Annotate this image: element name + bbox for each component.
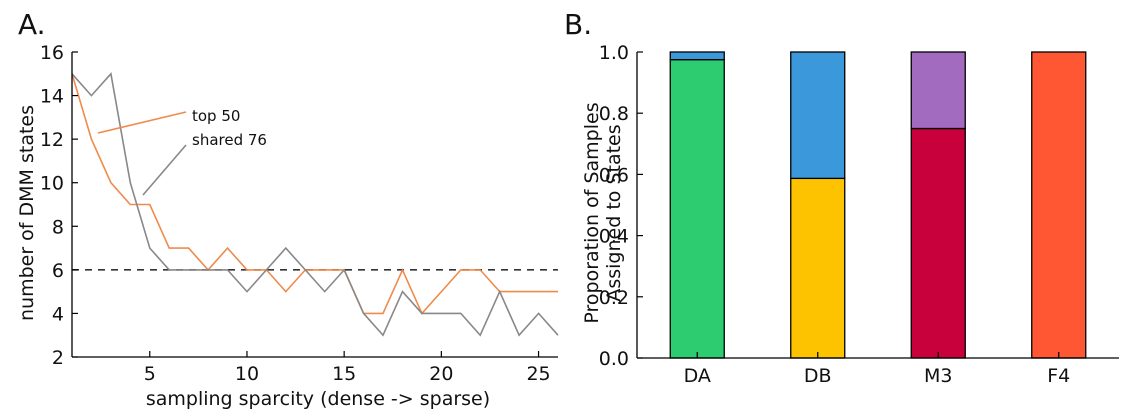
y-tick-label: 1.0: [599, 42, 629, 64]
y-tick-label: 14: [40, 86, 64, 108]
annotation-leader-line: [142, 144, 187, 196]
category-label-F4: F4: [1047, 365, 1070, 387]
panel-b-y-axis-label-line-1: Proporation of Samples: [581, 102, 603, 323]
y-tick-label: 0.8: [599, 103, 629, 125]
y-tick-label: 0.2: [599, 287, 629, 309]
x-tick-label: 15: [332, 363, 356, 385]
annotation-label-shared-76: shared 76: [192, 131, 267, 149]
category-label-DA: DA: [684, 365, 711, 387]
y-tick-label: 6: [52, 260, 64, 282]
bar-segment-F4-0: [1031, 51, 1087, 359]
y-tick-label: 4: [52, 303, 64, 325]
panel-a-series-layer: [71, 72, 559, 337]
panel-b-axes: [636, 52, 1119, 359]
y-tick-label: 0.4: [599, 226, 629, 248]
y-tick-label: 2: [52, 347, 64, 369]
panel-a: A. 2 4 6 8 10 12 14 16 5 10 15 20 25 top 50 shared 76…: [16, 8, 559, 410]
y-tick-label: 8: [52, 216, 64, 238]
category-label-M3: M3: [924, 365, 952, 387]
series-line-top-50: [71, 73, 558, 315]
panel-a-ticks: 2 4 6 8 10 12 14 16 5 10 15 20 25: [40, 42, 551, 385]
category-label-DB: DB: [804, 365, 832, 387]
y-tick-label: 0.6: [599, 164, 629, 186]
series-line-shared-76: [71, 72, 559, 337]
y-tick-label: 12: [40, 129, 64, 151]
panel-a-axes: [71, 52, 558, 358]
bar-segment-DA-1: [669, 51, 725, 61]
annotation-leader-line: [97, 111, 187, 134]
panel-b-label: B.: [564, 8, 592, 41]
panel-a-x-axis-label: sampling sparcity (dense -> sparse): [146, 388, 490, 410]
panel-b-bars: [669, 51, 1087, 359]
panel-b-y-axis-label: Proporation of Samples Assigned to State…: [581, 102, 625, 323]
bar-segment-DA-0: [669, 59, 725, 359]
x-tick-label: 25: [526, 363, 550, 385]
bar-segment-M3-0: [910, 127, 966, 359]
panel-b-y-axis-label-line-2: Assigned to States: [603, 124, 625, 301]
x-tick-label: 5: [144, 363, 156, 385]
panel-a-annotations: top 50 shared 76: [97, 107, 267, 196]
annotation-label-top-50: top 50: [192, 107, 240, 125]
y-tick-label: 0.0: [599, 348, 629, 370]
bar-segment-M3-1: [910, 51, 966, 130]
x-tick-label: 20: [429, 363, 453, 385]
bar-segment-DB-1: [790, 51, 846, 180]
bar-segment-DB-0: [790, 177, 846, 359]
panel-a-y-axis-label: number of DMM states: [16, 105, 38, 321]
x-tick-label: 10: [235, 363, 259, 385]
panel-b-ticks: 0.0 0.2 0.4 0.6 0.8 1.0 DA DB M3 F4: [599, 42, 1070, 387]
panel-b: B. 0.0 0.2 0.4 0.6 0.8 1.0 DA DB M3 F4 Proporatio…: [564, 8, 1119, 387]
y-tick-label: 10: [40, 173, 64, 195]
panel-a-label: A.: [18, 8, 46, 41]
y-tick-label: 16: [40, 42, 64, 64]
